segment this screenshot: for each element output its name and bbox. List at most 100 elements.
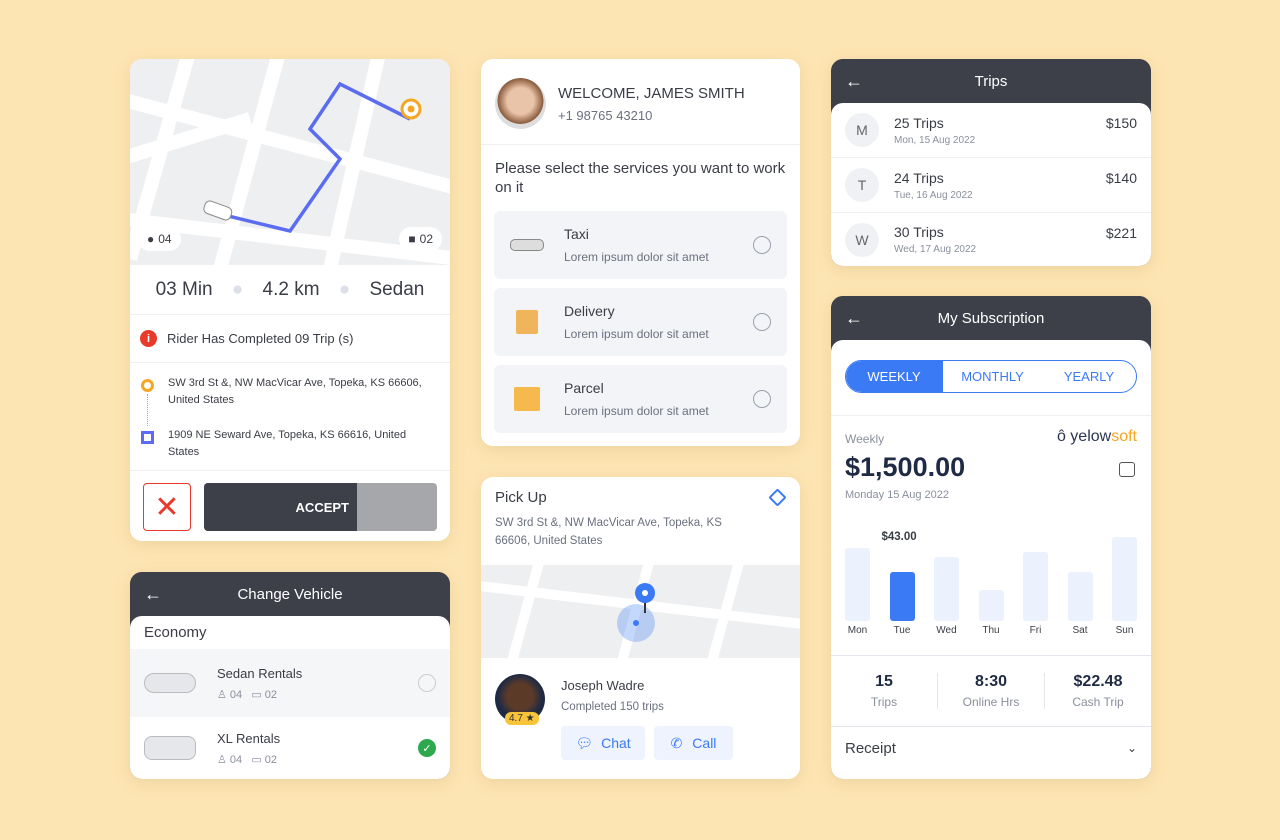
pickup-title: Pick Up bbox=[495, 489, 547, 506]
route-addresses: SW 3rd St &, NW MacVicar Ave, Topeka, KS… bbox=[130, 363, 450, 471]
subscription-card: ← My Subscription WEEKLY MONTHLY YEARLY W… bbox=[831, 296, 1151, 779]
vehicle-option[interactable]: XL Rentals ♙ 04 ▭ 02 ✓ bbox=[130, 717, 450, 779]
brand-logo: ô yelowsoft bbox=[1056, 428, 1137, 445]
stat-label: Trips bbox=[870, 695, 898, 709]
stat-label: Online Hrs bbox=[962, 695, 1020, 709]
calendar-icon[interactable] bbox=[1119, 462, 1135, 477]
trip-date: Tue, 16 Aug 2022 bbox=[894, 189, 973, 201]
pickup-card: Pick Up SW 3rd St &, NW MacVicar Ave, To… bbox=[481, 477, 800, 779]
pickup-map[interactable] bbox=[481, 565, 800, 658]
x-tick-label: Thu bbox=[982, 625, 1000, 636]
card-title: Change Vehicle bbox=[237, 585, 343, 603]
ride-request-card: ● 04 ■ 02 03 Min ● 4.2 km ● Sedan i Rider Ha… bbox=[130, 59, 450, 541]
back-arrow-icon[interactable]: ← bbox=[845, 308, 863, 328]
change-vehicle-card: ← Change Vehicle Economy Sedan Rentals ♙ … bbox=[130, 572, 450, 779]
chevron-down-icon: ⌄ bbox=[1126, 741, 1137, 755]
day-avatar: T bbox=[845, 168, 879, 202]
decline-button[interactable]: ✕ bbox=[143, 483, 191, 531]
receipt-expander[interactable]: Receipt ⌄ bbox=[831, 728, 1151, 768]
data-label: $43.00 bbox=[881, 531, 917, 544]
driver-name: Joseph Wadre bbox=[561, 678, 645, 693]
phone-icon: ✆ bbox=[670, 734, 683, 751]
bar-fri[interactable] bbox=[1023, 551, 1048, 621]
brand-mark-icon: ô bbox=[1056, 428, 1071, 445]
bag-count-badge: ■ 02 bbox=[399, 227, 442, 251]
tab-weekly[interactable]: WEEKLY bbox=[846, 361, 942, 392]
bar-sun[interactable] bbox=[1112, 537, 1137, 621]
car-icon bbox=[203, 200, 233, 221]
trip-row[interactable]: T 24 Trips Tue, 16 Aug 2022 $140 bbox=[831, 158, 1151, 213]
welcome-title: WELCOME, JAMES SMITH bbox=[558, 84, 745, 102]
subscription-date: Monday 15 Aug 2022 bbox=[845, 489, 949, 501]
accept-slider[interactable]: ACCEPT bbox=[204, 483, 437, 531]
service-radio[interactable] bbox=[753, 313, 771, 331]
trip-count: 30 Trips bbox=[894, 224, 944, 240]
dropoff-address: 1909 NE Seward Ave, Topeka, KS 66616, Un… bbox=[168, 429, 407, 458]
passenger-count-badge: ● 04 bbox=[138, 227, 181, 251]
back-arrow-icon[interactable]: ← bbox=[845, 71, 863, 91]
taxi-icon bbox=[510, 239, 544, 251]
card-title: Trips bbox=[974, 72, 1008, 90]
eta: 03 Min bbox=[155, 278, 213, 300]
dropoff-marker-icon bbox=[141, 431, 154, 444]
trip-date: Wed, 17 Aug 2022 bbox=[894, 244, 977, 255]
bag-icon: ▭ bbox=[251, 688, 265, 701]
service-option-parcel[interactable]: Parcel Lorem ipsum dolor sit amet bbox=[494, 365, 787, 433]
bar-mon[interactable] bbox=[845, 548, 870, 621]
map-streets bbox=[130, 59, 450, 265]
bar-sat[interactable] bbox=[1067, 572, 1093, 621]
stat-value: $22.48 bbox=[1073, 673, 1123, 690]
trip-row[interactable]: M 25 Trips Mon, 15 Aug 2022 $150 bbox=[831, 103, 1151, 158]
back-arrow-icon[interactable]: ← bbox=[144, 584, 162, 604]
service-selection-card: WELCOME, JAMES SMITH +1 98765 43210 Pleas… bbox=[481, 59, 800, 446]
x-tick-label: Tue bbox=[893, 625, 911, 636]
trip-amount: $140 bbox=[1105, 170, 1137, 186]
subscription-amount: $1,500.00 bbox=[845, 452, 966, 482]
tab-monthly[interactable]: MONTHLY bbox=[942, 361, 1042, 392]
route-map[interactable]: ● 04 ■ 02 bbox=[130, 59, 450, 265]
service-option-taxi[interactable]: Taxi Lorem ipsum dolor sit amet bbox=[494, 211, 787, 279]
sedan-car-icon bbox=[144, 673, 196, 693]
user-avatar bbox=[495, 78, 546, 129]
trip-count: 24 Trips bbox=[894, 169, 944, 186]
card-title: My Subscription bbox=[937, 309, 1045, 327]
vehicle-option[interactable]: Sedan Rentals ♙ 04 ▭ 02 bbox=[130, 649, 450, 717]
bar-thu[interactable] bbox=[978, 590, 1004, 621]
seat-icon: ♙ bbox=[217, 753, 230, 766]
pickup-address: SW 3rd St &, NW MacVicar Ave, Topeka, KS… bbox=[168, 377, 422, 406]
bag-icon: ■ bbox=[408, 232, 416, 246]
vehicle-radio[interactable] bbox=[418, 674, 436, 692]
stat-0: 15 Trips bbox=[831, 673, 937, 709]
delivery-box-icon bbox=[516, 310, 538, 334]
trip-row[interactable]: W 30 Trips Wed, 17 Aug 2022 $221 bbox=[831, 213, 1151, 266]
stat-value: 8:30 bbox=[974, 673, 1008, 690]
xl-car-icon bbox=[144, 736, 196, 760]
bar-wed[interactable] bbox=[934, 557, 959, 621]
tab-yearly[interactable]: YEARLY bbox=[1063, 369, 1115, 384]
day-avatar: W bbox=[845, 222, 879, 257]
x-tick-label: Sun bbox=[1115, 625, 1134, 636]
seat-icon: ♙ bbox=[217, 688, 230, 701]
period-tabs: WEEKLY MONTHLY YEARLY bbox=[845, 360, 1137, 393]
bag-icon: ▭ bbox=[251, 753, 265, 766]
driver-trips: Completed 150 trips bbox=[561, 701, 664, 713]
parcel-box-icon bbox=[514, 387, 540, 411]
trip-amount: $150 bbox=[1105, 115, 1137, 131]
phone-number: +1 98765 43210 bbox=[558, 107, 653, 123]
category-label: Economy bbox=[144, 624, 207, 641]
stat-value: 15 bbox=[875, 673, 893, 690]
trip-count: 25 Trips bbox=[894, 114, 944, 131]
vehicle-type: Sedan bbox=[369, 278, 425, 300]
rider-notice: i Rider Has Completed 09 Trip (s) bbox=[130, 315, 450, 363]
service-radio[interactable] bbox=[753, 390, 771, 408]
services-prompt: Please select the services you want to w… bbox=[495, 160, 786, 196]
service-option-delivery[interactable]: Delivery Lorem ipsum dolor sit amet bbox=[494, 288, 787, 356]
chat-button[interactable]: 💬︎ Chat bbox=[561, 726, 645, 760]
route-line bbox=[219, 81, 411, 233]
bar-tue[interactable] bbox=[889, 572, 915, 621]
service-radio[interactable] bbox=[753, 236, 771, 254]
call-button[interactable]: ✆ Call bbox=[654, 726, 733, 760]
info-icon: i bbox=[140, 330, 157, 347]
selected-check-icon[interactable]: ✓ bbox=[418, 739, 436, 757]
distance: 4.2 km bbox=[262, 278, 320, 300]
